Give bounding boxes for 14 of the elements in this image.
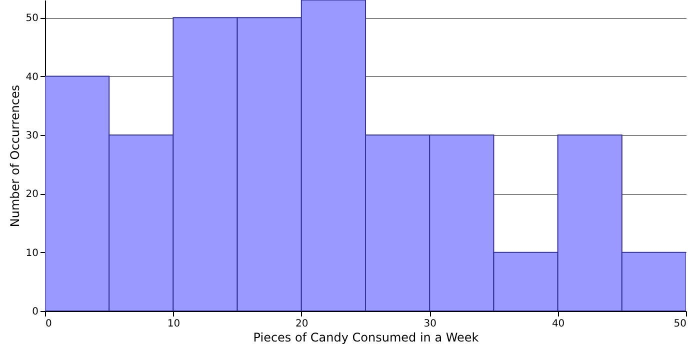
x-tick-label: 20	[296, 318, 308, 330]
y-tick-label: 30	[26, 130, 38, 142]
y-tick-label: 10	[26, 248, 38, 259]
x-tick-label: 0	[46, 318, 52, 330]
y-tick-label: 20	[26, 189, 38, 200]
y-tick-label: 0	[32, 306, 38, 318]
x-tick-label: 10	[167, 318, 180, 330]
y-axis-title: Number of Occurrences	[8, 84, 22, 228]
x-tick-label: 50	[674, 318, 686, 330]
x-axis-title: Pieces of Candy Consumed in a Week	[253, 330, 479, 344]
x-tick-label: 30	[424, 318, 436, 330]
x-tick-label: 40	[552, 318, 565, 330]
y-tick-label: 40	[26, 72, 38, 83]
y-tick-label: 50	[26, 13, 38, 24]
